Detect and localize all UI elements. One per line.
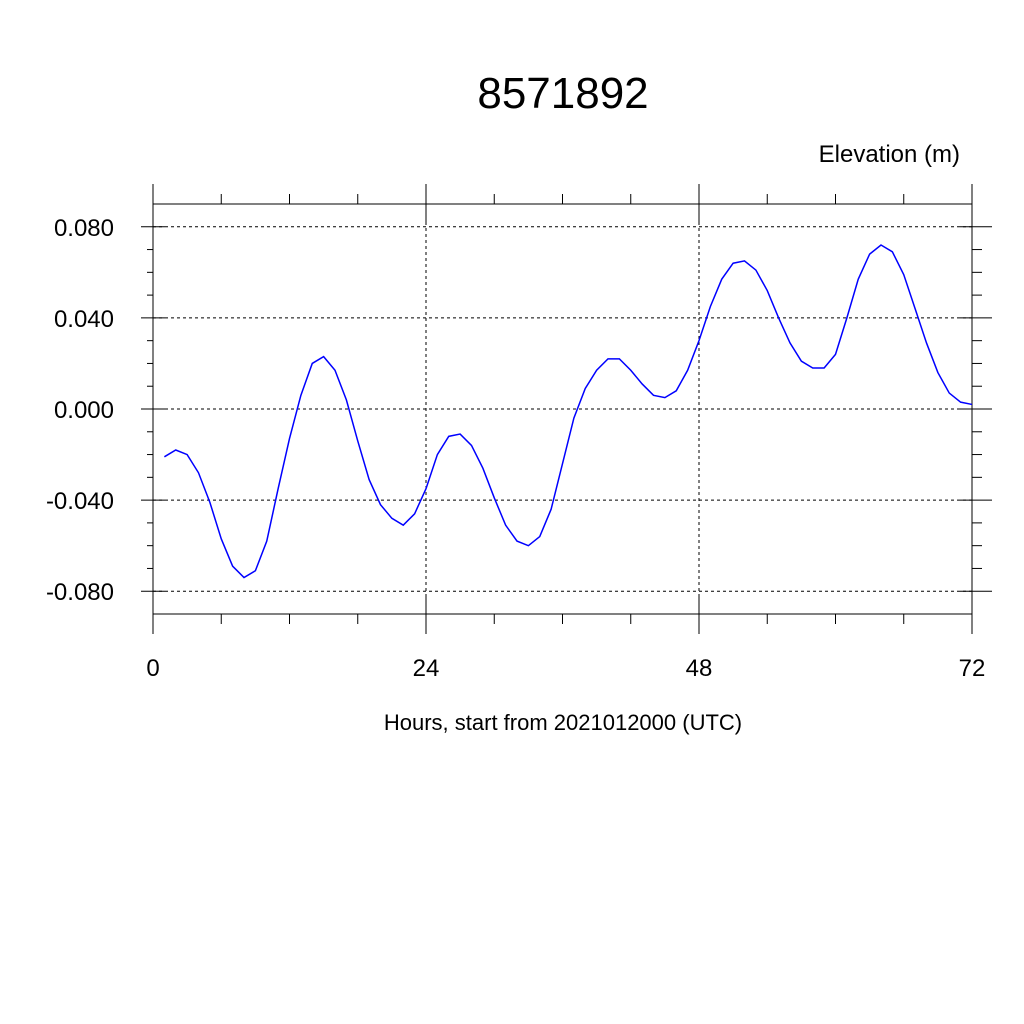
series-group — [163, 244, 973, 579]
y-tick-label: -0.040 — [46, 488, 114, 515]
plot-border — [152, 203, 973, 615]
y-tick-label: 0.040 — [54, 306, 114, 333]
tick-labels: 0 24 48 72 0.080 0.040 0.000 -0.040 -0.080 — [46, 215, 985, 682]
grid-lines — [153, 204, 972, 614]
chart-title: 8571892 — [477, 69, 648, 118]
y-axis-label: Elevation (m) — [819, 141, 960, 168]
x-tick-label: 72 — [959, 655, 986, 682]
x-axis-label: Hours, start from 2021012000 (UTC) — [384, 710, 742, 735]
y-tick-label: 0.080 — [54, 215, 114, 242]
x-tick-label: 0 — [146, 655, 159, 682]
y-tick-label: 0.000 — [54, 397, 114, 424]
x-tick-label: 48 — [686, 655, 713, 682]
series-line — [163, 244, 973, 579]
tick-marks — [141, 184, 992, 634]
plot-frame — [152, 203, 973, 615]
x-tick-label: 24 — [413, 655, 440, 682]
y-tick-label: -0.080 — [46, 579, 114, 606]
